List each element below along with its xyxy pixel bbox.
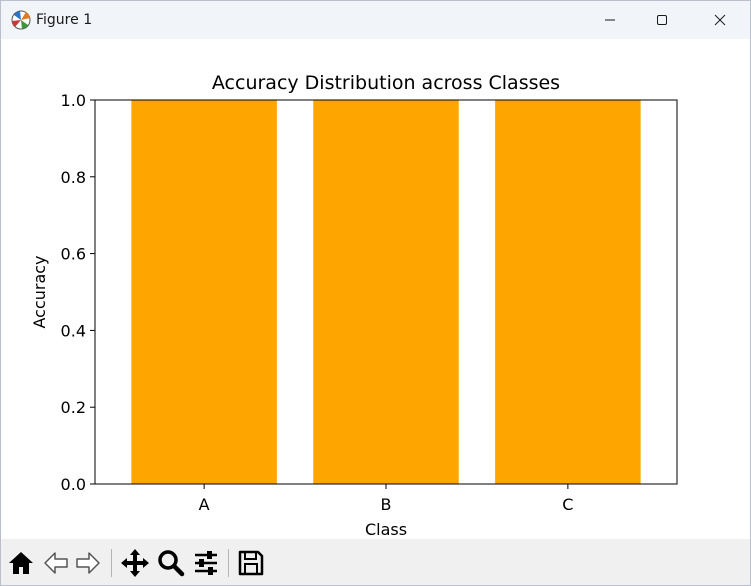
- plot-area: Accuracy Distribution across Classes 0.0…: [1, 39, 750, 539]
- forward-icon: [76, 552, 100, 574]
- axes-frame: [94, 99, 678, 485]
- home-button[interactable]: [5, 547, 37, 579]
- y-axis-label: Accuracy: [30, 255, 49, 328]
- zoom-button[interactable]: [155, 547, 187, 579]
- configure-subplots-icon: [195, 551, 217, 575]
- chart-title: Accuracy Distribution across Classes: [212, 72, 560, 94]
- save-icon: [238, 550, 264, 576]
- forward-button[interactable]: [72, 547, 104, 579]
- maximize-button[interactable]: [639, 1, 685, 39]
- bar-B: [313, 100, 459, 484]
- matplotlib-app-icon: [11, 10, 31, 30]
- title-bar: Figure 1: [1, 1, 750, 39]
- bar-chart: Accuracy Distribution across Classes 0.0…: [30, 72, 678, 539]
- y-tick-label: 0.4: [61, 321, 86, 340]
- pan-icon: [121, 549, 149, 577]
- toolbar-separator: [111, 549, 112, 577]
- home-icon: [9, 552, 33, 574]
- configure-subplots-button[interactable]: [190, 547, 222, 579]
- y-tick-label: 0.8: [61, 168, 86, 187]
- back-icon: [44, 552, 68, 574]
- window-title: Figure 1: [36, 12, 93, 28]
- minimize-button[interactable]: [587, 1, 633, 39]
- x-tick-label: C: [562, 495, 573, 514]
- y-tick-label: 0.0: [61, 475, 86, 494]
- pan-button[interactable]: [119, 547, 151, 579]
- toolbar-separator: [228, 549, 229, 577]
- x-tick-label: A: [199, 495, 210, 514]
- zoom-icon: [158, 550, 185, 577]
- back-button[interactable]: [40, 547, 72, 579]
- x-axis-label: Class: [365, 520, 407, 539]
- bar-C: [495, 100, 641, 484]
- close-button[interactable]: [697, 1, 743, 39]
- save-button[interactable]: [235, 547, 267, 579]
- x-tick-label: B: [381, 495, 392, 514]
- y-tick-label: 0.2: [61, 398, 86, 417]
- y-tick-label: 0.6: [61, 245, 86, 264]
- bar-A: [131, 100, 277, 484]
- y-tick-label: 1.0: [61, 91, 86, 110]
- minimize-icon: [605, 19, 615, 21]
- close-icon: [714, 14, 726, 26]
- maximize-icon: [657, 15, 667, 25]
- navigation-toolbar: [1, 539, 750, 585]
